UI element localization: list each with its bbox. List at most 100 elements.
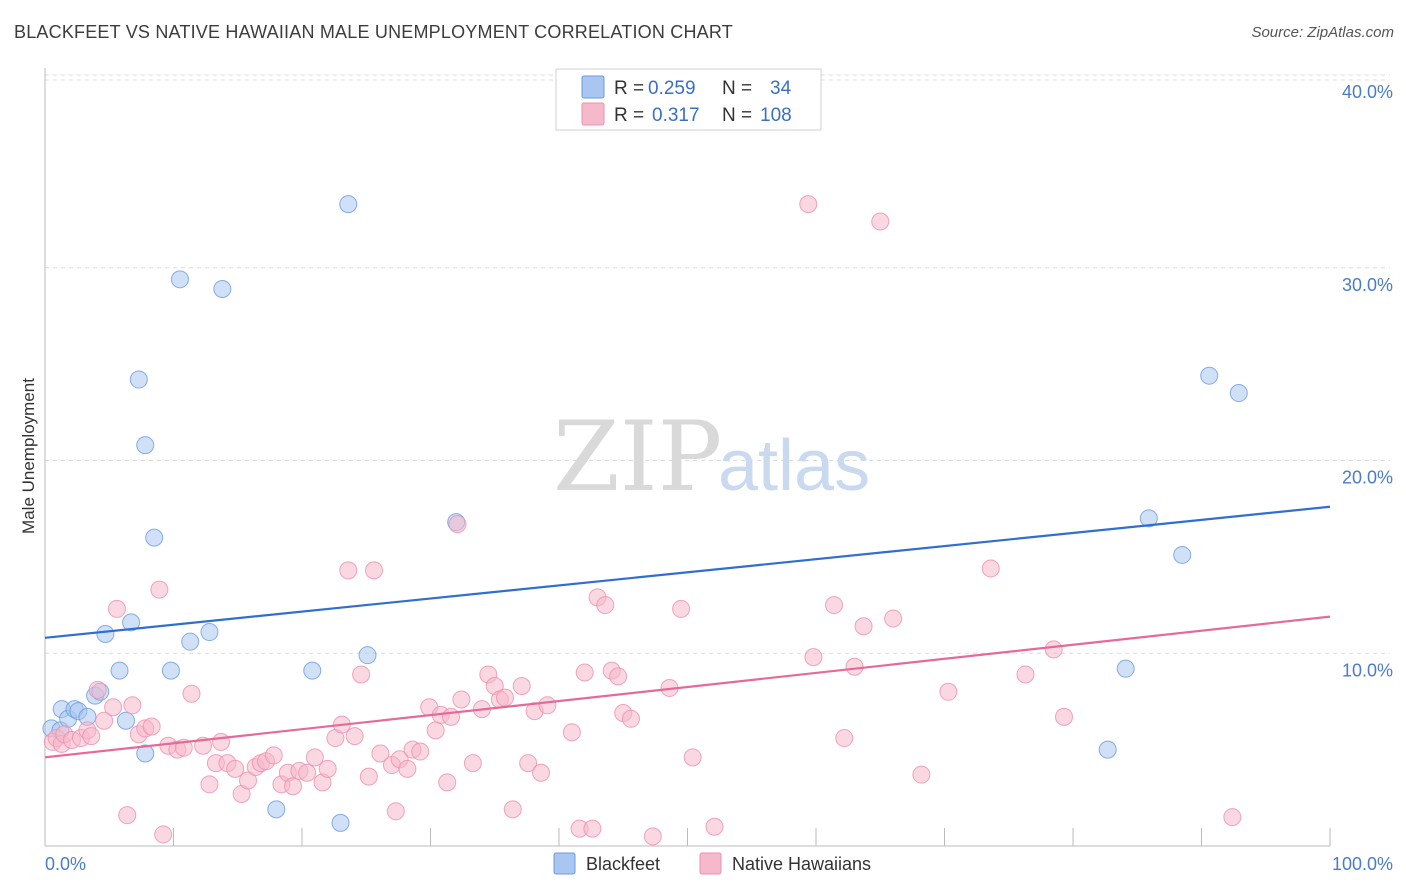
data-point [643, 827, 662, 846]
watermark-zip: ZIP [553, 401, 722, 513]
data-point [136, 436, 155, 455]
data-point [116, 711, 135, 730]
data-point [398, 759, 417, 778]
data-point [496, 688, 515, 707]
watermark-atlas: atlas [718, 426, 870, 506]
data-point [200, 775, 219, 794]
data-point [182, 684, 201, 703]
data-point [136, 744, 155, 763]
data-point [583, 819, 602, 838]
data-point [538, 696, 557, 715]
data-point [1229, 384, 1248, 403]
bottom-legend: Blackfeet Native Hawaiians [553, 852, 871, 875]
axes [44, 68, 1331, 847]
data-point [142, 717, 161, 736]
data-point [683, 748, 702, 767]
data-point [359, 767, 378, 786]
data-point [1055, 707, 1074, 726]
data-point [939, 682, 958, 701]
legend-n-label: N = [722, 78, 752, 99]
y-tick-label: 40.0% [1342, 82, 1393, 102]
data-point [345, 727, 364, 746]
data-point [200, 623, 219, 642]
data-point [303, 661, 322, 680]
data-point [145, 528, 164, 547]
data-point [88, 680, 107, 699]
trend-line [44, 505, 1331, 639]
series-blackfeet-points [42, 195, 1248, 832]
bottom-legend-label-blackfeet: Blackfeet [586, 854, 660, 874]
data-point [226, 759, 245, 778]
data-point [181, 632, 200, 651]
data-point [318, 759, 337, 778]
data-point [154, 825, 173, 844]
data-point [503, 800, 522, 819]
data-point [267, 800, 286, 819]
x-tick-labels: 0.0% 100.0% [45, 854, 1393, 874]
x-tick-label: 0.0% [45, 854, 86, 874]
data-point [981, 559, 1000, 578]
data-point [107, 599, 126, 618]
data-point [799, 195, 818, 214]
legend-r-label: R = [614, 105, 644, 126]
legend-n-label: N = [722, 105, 752, 126]
data-point [82, 727, 101, 746]
data-point [452, 690, 471, 709]
data-point [1139, 509, 1158, 528]
data-point [463, 754, 482, 773]
x-tick-label: 100.0% [1332, 854, 1393, 874]
data-point [532, 763, 551, 782]
data-point [596, 596, 615, 615]
data-point [1173, 545, 1192, 564]
data-point [358, 646, 377, 665]
source-credit: Source: ZipAtlas.com [1251, 24, 1394, 41]
legend: R = 0.259 N = 34 R = 0.317 N = 108 [555, 68, 822, 131]
data-point [386, 802, 405, 821]
bottom-legend-label-native-hawaiians: Native Hawaiians [732, 854, 871, 874]
data-point [239, 771, 258, 790]
trend-line [44, 615, 1331, 759]
y-axis-label: Male Unemployment [19, 378, 38, 534]
data-point [912, 765, 931, 784]
y-tick-label: 20.0% [1342, 468, 1393, 488]
data-point [672, 599, 691, 618]
data-point [438, 773, 457, 792]
legend-swatch-native-hawaiians [581, 102, 605, 126]
legend-r-value: 0.317 [652, 105, 700, 126]
legend-r-value: 0.259 [648, 78, 696, 99]
data-point [562, 723, 581, 742]
data-point [512, 677, 531, 696]
data-point [884, 609, 903, 628]
data-point [95, 711, 114, 730]
data-point [213, 279, 232, 298]
y-tick-labels: 10.0% 20.0% 30.0% 40.0% [1342, 82, 1393, 680]
data-point [854, 617, 873, 636]
data-point [212, 732, 231, 751]
trend-lines [44, 505, 1331, 759]
data-point [339, 195, 358, 214]
y-tick-label: 10.0% [1342, 660, 1393, 680]
data-point [705, 817, 724, 836]
data-point [609, 667, 628, 686]
data-point [1116, 659, 1135, 678]
data-point [442, 707, 461, 726]
data-point [835, 729, 854, 748]
data-point [150, 580, 169, 599]
data-point [110, 661, 129, 680]
data-point [371, 744, 390, 763]
data-point [96, 624, 115, 643]
data-point [305, 748, 324, 767]
legend-n-value: 108 [760, 105, 792, 126]
y-tick-label: 30.0% [1342, 275, 1393, 295]
legend-r-label: R = [614, 78, 644, 99]
data-point [284, 777, 303, 796]
data-point [298, 763, 317, 782]
data-point [519, 754, 538, 773]
data-point [1223, 808, 1242, 827]
data-point [161, 661, 180, 680]
data-point [824, 596, 843, 615]
legend-swatch-blackfeet [581, 75, 605, 99]
legend-n-value: 34 [770, 78, 792, 99]
data-point [264, 746, 283, 765]
